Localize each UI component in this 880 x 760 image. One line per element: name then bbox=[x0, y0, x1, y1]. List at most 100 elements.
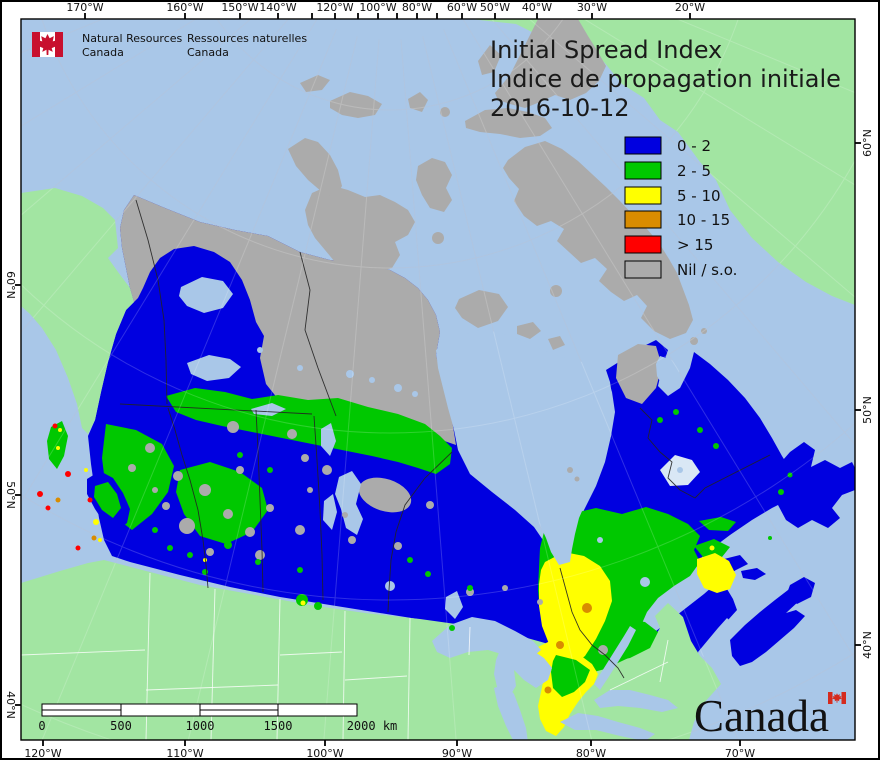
wordmark-flag-right-bar bbox=[841, 692, 846, 704]
map-dot bbox=[369, 377, 375, 383]
axis-label-left: 40°N bbox=[4, 691, 17, 719]
map-dot bbox=[412, 391, 418, 397]
axis-label-top: 170°W bbox=[66, 1, 103, 14]
province-borders bbox=[119, 199, 771, 679]
graticule-meridian bbox=[528, 19, 855, 298]
map-dot bbox=[257, 347, 263, 353]
map-dot bbox=[255, 559, 261, 565]
map-dot bbox=[52, 423, 58, 429]
axis-label-top: 30°W bbox=[577, 1, 607, 14]
lake-winnipeg bbox=[335, 471, 363, 535]
bay-of-fundy bbox=[698, 618, 733, 658]
prince-patrick-island bbox=[300, 75, 330, 92]
map-dot bbox=[206, 548, 214, 556]
flag-right-bar bbox=[55, 32, 63, 57]
map-dot bbox=[467, 585, 473, 591]
legend-swatch-3 bbox=[624, 210, 662, 229]
legend-label-1: 2 - 5 bbox=[677, 162, 711, 180]
map-dot bbox=[123, 450, 127, 454]
scalebar-label-0: 0 bbox=[38, 719, 45, 733]
scalebar-label-2: 1000 bbox=[186, 719, 215, 733]
map-dot bbox=[45, 505, 51, 511]
map-dot bbox=[394, 542, 402, 550]
map-frame bbox=[20, 18, 856, 741]
map-dot bbox=[394, 384, 402, 392]
map-dot bbox=[690, 337, 698, 345]
graticule-meridian bbox=[400, 39, 457, 740]
map-dot bbox=[65, 471, 71, 477]
graticule-meridian bbox=[422, 36, 593, 740]
region-green-south-ontario bbox=[551, 655, 590, 697]
flag-left-bar bbox=[32, 32, 40, 57]
map-dot bbox=[295, 525, 305, 535]
map-dot bbox=[701, 328, 707, 334]
region-green-prairie-band bbox=[166, 388, 452, 474]
great-bear-lake bbox=[179, 277, 233, 313]
map-dot bbox=[75, 545, 81, 551]
map-dot bbox=[98, 538, 102, 542]
axis-label-top: 150°W bbox=[221, 1, 258, 14]
axis-label-top: 100°W bbox=[359, 1, 396, 14]
map-dot bbox=[342, 512, 348, 518]
southampton-island bbox=[455, 290, 508, 328]
lake-erie bbox=[560, 713, 655, 740]
map-dot bbox=[407, 557, 413, 563]
map-dot bbox=[56, 446, 60, 450]
arctic-islands-nil bbox=[288, 19, 693, 350]
map-dot bbox=[697, 427, 703, 433]
map-dot bbox=[93, 519, 99, 525]
map-dot bbox=[152, 527, 158, 533]
wordmark-flag-left-bar bbox=[828, 692, 833, 704]
map-title-en: Initial Spread Index bbox=[490, 36, 722, 64]
map-dot bbox=[537, 599, 543, 605]
scalebar-label-1: 500 bbox=[110, 719, 132, 733]
graticule-labels: 170°W 160°W 150°W 140°W 120°W 100°W 80°W 60°W 50… bbox=[4, 1, 874, 760]
region-yellow-south-quebec bbox=[539, 552, 612, 666]
map-dot bbox=[137, 437, 143, 443]
lake-winnipegosis bbox=[323, 494, 337, 530]
map-dot bbox=[37, 491, 43, 497]
graticule-meridian bbox=[490, 19, 855, 446]
graticule-meridian bbox=[21, 19, 290, 333]
region-yellow-new-brunswick bbox=[697, 553, 736, 593]
map-dot bbox=[167, 545, 173, 551]
reindeer-lake bbox=[321, 423, 336, 456]
lake-nipigon bbox=[445, 591, 463, 619]
scalebar: 0 500 1000 1500 2000 km bbox=[38, 703, 397, 733]
map-dot bbox=[778, 489, 784, 495]
title-block: Initial Spread Index Indice de propagati… bbox=[490, 36, 841, 122]
region-nova-scotia bbox=[730, 582, 808, 666]
map-dot bbox=[574, 476, 580, 482]
map-dot bbox=[266, 504, 274, 512]
graticule-meridian bbox=[21, 19, 252, 216]
graticule-parallel bbox=[41, 19, 739, 269]
map-dot bbox=[713, 443, 719, 449]
map-dot bbox=[432, 232, 444, 244]
legend: 0 - 2 2 - 5 5 - 10 10 - 15 > 15 Nil / s.o. bbox=[624, 136, 737, 279]
map-dot bbox=[224, 541, 232, 549]
victoria-island bbox=[305, 185, 415, 272]
region-pei bbox=[741, 568, 766, 580]
axis-label-bottom: 120°W bbox=[24, 747, 61, 760]
map-dot bbox=[673, 409, 679, 415]
graticule-parallel bbox=[21, 159, 855, 434]
legend-label-3: 10 - 15 bbox=[677, 211, 730, 229]
banks-island bbox=[288, 138, 342, 198]
scalebar-label-3: 1500 bbox=[264, 719, 293, 733]
graticule-meridian bbox=[462, 19, 855, 660]
map-dot bbox=[598, 645, 608, 655]
map-title-fr: Indice de propagation initiale bbox=[490, 65, 841, 93]
great-slave-lake bbox=[187, 355, 241, 381]
map-dot bbox=[297, 567, 303, 573]
map-dot bbox=[677, 467, 683, 473]
map-dot bbox=[787, 472, 793, 478]
logo-fr-line2: Canada bbox=[187, 46, 229, 59]
graticule-meridian bbox=[21, 19, 197, 127]
lake-ontario bbox=[594, 690, 678, 712]
axis-label-right: 60°N bbox=[861, 129, 874, 157]
ungava-bay bbox=[656, 356, 680, 388]
map-dot bbox=[640, 577, 650, 587]
axel-heiberg-island bbox=[478, 45, 501, 75]
